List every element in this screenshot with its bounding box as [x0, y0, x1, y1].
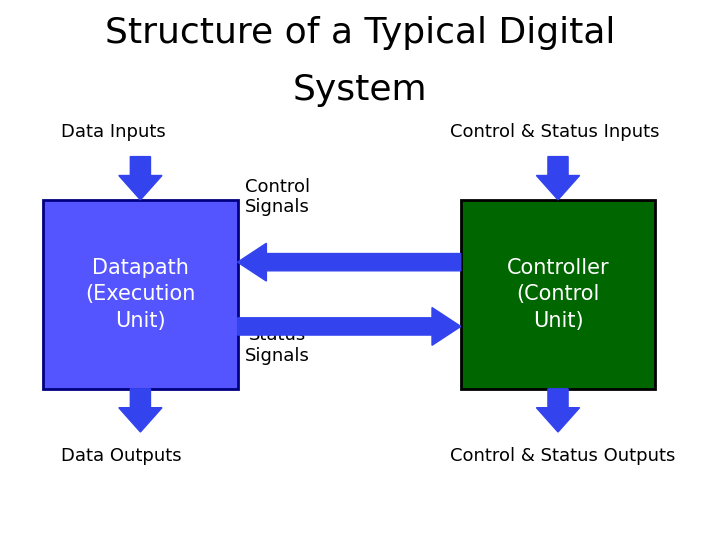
- Text: System: System: [293, 73, 427, 107]
- FancyBboxPatch shape: [43, 200, 238, 389]
- Text: Control & Status Inputs: Control & Status Inputs: [450, 123, 660, 141]
- Text: Datapath
(Execution
Unit): Datapath (Execution Unit): [85, 258, 196, 330]
- Text: Control
Signals: Control Signals: [245, 178, 310, 217]
- FancyArrow shape: [238, 243, 461, 281]
- Text: Structure of a Typical Digital: Structure of a Typical Digital: [105, 16, 615, 50]
- FancyArrow shape: [119, 389, 162, 432]
- FancyArrow shape: [536, 157, 580, 200]
- Text: Data Outputs: Data Outputs: [61, 447, 182, 465]
- FancyBboxPatch shape: [461, 200, 655, 389]
- Text: Control & Status Outputs: Control & Status Outputs: [450, 447, 675, 465]
- FancyArrow shape: [238, 308, 461, 346]
- Text: Status
Signals: Status Signals: [245, 326, 310, 365]
- FancyArrow shape: [536, 389, 580, 432]
- FancyArrow shape: [119, 157, 162, 200]
- Text: Controller
(Control
Unit): Controller (Control Unit): [507, 258, 609, 330]
- Text: Data Inputs: Data Inputs: [61, 123, 166, 141]
